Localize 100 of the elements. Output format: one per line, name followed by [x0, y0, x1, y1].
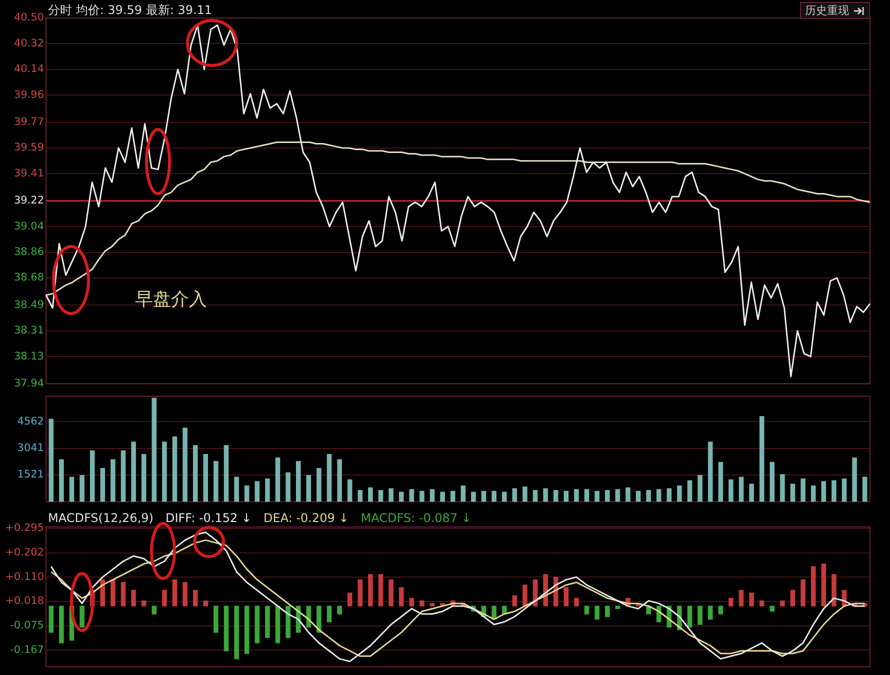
bar	[120, 450, 126, 502]
y-tick-label: +0.018	[5, 595, 44, 608]
y-tick-label: 40.14	[14, 63, 44, 76]
bar	[234, 606, 239, 660]
bar	[594, 490, 600, 502]
bar	[502, 492, 507, 502]
bar	[203, 600, 208, 606]
bar	[420, 490, 424, 502]
bar	[265, 478, 270, 502]
bar	[698, 475, 702, 502]
bar	[120, 582, 126, 606]
bar	[852, 457, 857, 502]
bar	[862, 476, 868, 502]
bar	[214, 460, 218, 502]
bar	[347, 479, 352, 502]
text: 历史重现	[805, 3, 849, 18]
y-tick-label: 3041	[17, 442, 44, 454]
y-tick-label: -0.075	[10, 620, 44, 632]
bar	[759, 416, 764, 502]
bar	[316, 606, 322, 633]
bar	[131, 590, 136, 606]
bar	[636, 490, 641, 502]
bar	[275, 606, 280, 644]
y-tick-label: 39.04	[14, 220, 44, 232]
bar	[275, 457, 280, 502]
bar	[80, 606, 84, 628]
bar	[244, 486, 250, 502]
y-tick-label: +0.202	[5, 546, 44, 559]
bar	[430, 603, 435, 606]
bar	[522, 486, 528, 502]
bar	[286, 606, 290, 638]
bar	[398, 587, 404, 606]
series-label: DIFF: -0.152 ↓	[165, 511, 252, 525]
bar	[110, 579, 116, 606]
bar	[152, 606, 157, 614]
bar	[728, 598, 734, 606]
bar	[80, 475, 84, 502]
bar	[810, 566, 816, 606]
bar	[708, 442, 713, 502]
bar	[224, 606, 229, 652]
y-tick-label: 39.41	[14, 167, 44, 180]
text: MACDFS: -0.087 ↓	[360, 511, 472, 525]
bar	[192, 590, 198, 606]
bar	[666, 488, 672, 502]
bar	[646, 490, 651, 502]
bar	[749, 592, 754, 606]
bar	[800, 579, 806, 606]
bar	[182, 428, 188, 502]
bar	[564, 587, 569, 606]
bar	[698, 606, 702, 625]
bar	[214, 606, 218, 633]
bar	[708, 606, 713, 620]
bar	[842, 478, 847, 502]
bar	[440, 492, 445, 502]
bar	[718, 606, 724, 614]
bar	[790, 590, 796, 606]
y-tick-label: 38.31	[14, 324, 44, 337]
bar	[543, 488, 548, 502]
y-tick-label: 39.22	[14, 194, 44, 207]
bar	[420, 600, 424, 606]
bar	[615, 606, 620, 610]
y-tick-label: 40.50	[14, 12, 44, 24]
bar	[265, 606, 270, 638]
bar	[471, 492, 476, 502]
bar	[770, 606, 775, 612]
bar	[378, 574, 384, 606]
bar	[604, 490, 610, 502]
bar	[368, 574, 373, 606]
bar	[584, 606, 590, 614]
bar	[388, 579, 394, 606]
bar	[296, 460, 301, 502]
bar	[203, 454, 208, 502]
y-tick-label: 39.96	[14, 88, 44, 101]
bar	[337, 459, 342, 502]
y-tick-label: 4562	[17, 415, 44, 428]
bar	[677, 486, 682, 502]
bar	[728, 479, 734, 502]
bar	[110, 459, 116, 502]
y-tick-label: +0.295	[5, 522, 44, 534]
bar	[409, 598, 414, 606]
bar	[162, 590, 167, 606]
annotation: 早盘介入	[135, 288, 207, 311]
bar	[286, 472, 290, 502]
bar	[141, 600, 146, 606]
chart-title: MACDFS(12,26,9)	[48, 511, 154, 525]
bar	[492, 490, 496, 502]
bar	[687, 480, 692, 502]
bar	[832, 574, 836, 606]
bar	[532, 490, 538, 502]
bar	[326, 606, 332, 622]
bar	[626, 487, 630, 502]
bar	[358, 490, 363, 502]
bar	[832, 480, 836, 502]
y-tick-label: 39.59	[14, 142, 44, 154]
bar	[254, 481, 260, 502]
bar	[718, 462, 724, 502]
y-tick-label: -0.167	[10, 644, 44, 656]
bar	[368, 487, 373, 502]
bar	[337, 606, 342, 614]
bar	[821, 481, 826, 502]
